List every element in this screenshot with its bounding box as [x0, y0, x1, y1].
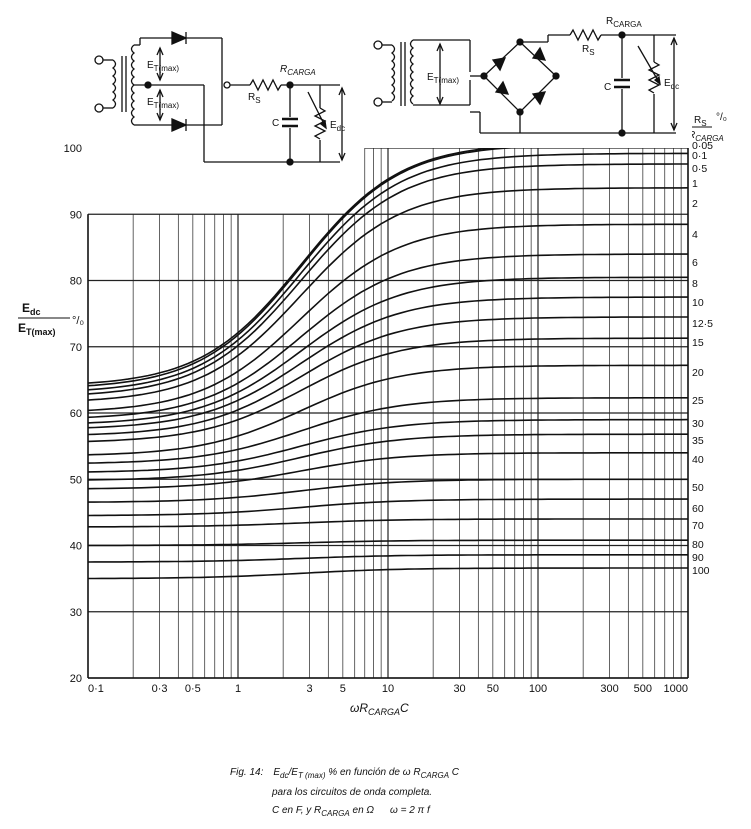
circuit-right-labels: ET(max) RS RCARGA C Edc	[427, 16, 679, 93]
svg-text:RCARGA: RCARGA	[606, 16, 642, 29]
x-tick-label: 1000	[664, 683, 688, 695]
svg-text:Edc: Edc	[330, 120, 345, 133]
x-tick-label: 300	[600, 683, 618, 695]
svg-text:Fig. 14:Edc/ET (max) % en func: Fig. 14: Edc/ET (max) % en función de ω R…	[230, 767, 460, 780]
series-line	[88, 478, 688, 503]
svg-text:ET(max): ET(max)	[18, 321, 56, 337]
x-tick-label: 30	[453, 683, 465, 695]
series-line	[87, 187, 689, 401]
x-tick-label: 0·5	[185, 683, 201, 695]
svg-text:ET(max): ET(max)	[147, 97, 179, 110]
series-line	[87, 337, 688, 443]
series-label: 20	[692, 367, 704, 379]
svg-text:RS: RS	[248, 92, 261, 105]
series-line	[87, 498, 688, 517]
x-tick-label: 3	[307, 683, 313, 695]
y-tick-label: 80	[70, 276, 82, 288]
series-label: 40	[692, 454, 704, 466]
y-tick-label: 20	[70, 673, 82, 685]
y-axis-label: Edc ET(max) °/₀	[18, 301, 84, 337]
x-tick-label: 0·1	[88, 683, 104, 695]
series-line	[87, 433, 688, 481]
series-line	[87, 396, 688, 464]
x-tick-label: 100	[529, 683, 547, 695]
x-tick-label: 5	[340, 683, 346, 695]
series-line	[88, 539, 688, 547]
series-label: 10	[692, 297, 704, 309]
svg-text:C: C	[272, 118, 279, 129]
series-label: 12·5	[692, 318, 713, 330]
svg-text:Edc: Edc	[664, 78, 679, 91]
y-tick-label: 90	[70, 209, 82, 221]
series-line	[87, 296, 688, 429]
series-label: 8	[692, 278, 698, 290]
svg-text:ET(max): ET(max)	[147, 60, 179, 73]
series-label: 25	[692, 395, 704, 407]
svg-text:RS: RS	[582, 44, 595, 57]
series-label: 90	[692, 552, 704, 564]
x-tick-label: 500	[634, 683, 652, 695]
series-label: 1	[692, 178, 698, 190]
y-tick-label: 100	[64, 143, 82, 155]
x-tick-label: 50	[487, 683, 499, 695]
series-label: 0·05	[692, 140, 713, 152]
y-tick-label: 50	[70, 474, 82, 486]
series-label-header: RS °/₀ RCARGA	[688, 112, 727, 143]
series-label: 35	[692, 435, 704, 447]
series-line	[87, 223, 688, 412]
svg-text:°/₀: °/₀	[716, 112, 727, 123]
series-label: 6	[692, 257, 698, 269]
svg-text:ωRCARGAC: ωRCARGAC	[350, 701, 409, 717]
series-line	[87, 276, 688, 424]
series-line	[87, 553, 688, 563]
figure-caption: Fig. 14: Edc/ET (max) % en función de ω R…	[230, 767, 460, 818]
series-line	[87, 253, 688, 419]
series-line	[87, 451, 688, 490]
svg-text:RCARGA: RCARGA	[280, 64, 316, 77]
svg-text:C en F, y RCARGA en Ωω = 2 π f: C en F, y RCARGA en Ωω = 2 π f	[272, 805, 431, 818]
series-line	[88, 518, 688, 528]
circuit-left	[86, 20, 351, 180]
circuit-left-labels: ET(max) ET(max) RS RCARGA C Edc	[147, 60, 345, 133]
svg-text:C: C	[604, 82, 611, 93]
y-tick-label: 60	[70, 408, 82, 420]
series-label: 30	[692, 418, 704, 430]
series-label: 100	[692, 565, 710, 577]
series-line	[87, 316, 688, 436]
y-tick-label: 30	[70, 607, 82, 619]
y-tick-label: 70	[70, 342, 82, 354]
y-tick-label: 40	[70, 541, 82, 553]
x-tick-label: 10	[382, 683, 394, 695]
svg-text:Edc: Edc	[22, 301, 41, 317]
series-label: 0·5	[692, 163, 707, 175]
series-label: 15	[692, 337, 704, 349]
series-label: 4	[692, 229, 698, 241]
series-label: 2	[692, 198, 698, 210]
series-label: 0·1	[692, 150, 707, 162]
svg-text:ET(max): ET(max)	[427, 72, 459, 85]
series-line	[88, 567, 688, 580]
svg-text:°/₀: °/₀	[72, 315, 84, 327]
series-label: 70	[692, 520, 704, 532]
x-axis-label: ωRCARGAC	[350, 701, 409, 717]
series-line	[87, 152, 688, 391]
x-tick-label: 0·3	[152, 683, 168, 695]
series-label: 50	[692, 482, 704, 494]
series-label: 80	[692, 539, 704, 551]
circuit-right	[360, 12, 692, 148]
svg-text:RS: RS	[694, 115, 707, 128]
series-label: 60	[692, 503, 704, 515]
x-tick-label: 1	[235, 683, 241, 695]
series-line	[87, 364, 688, 456]
svg-text:para los circuitos de onda com: para los circuitos de onda completa.	[271, 787, 432, 798]
series-line	[87, 418, 689, 473]
series-line	[87, 163, 688, 395]
